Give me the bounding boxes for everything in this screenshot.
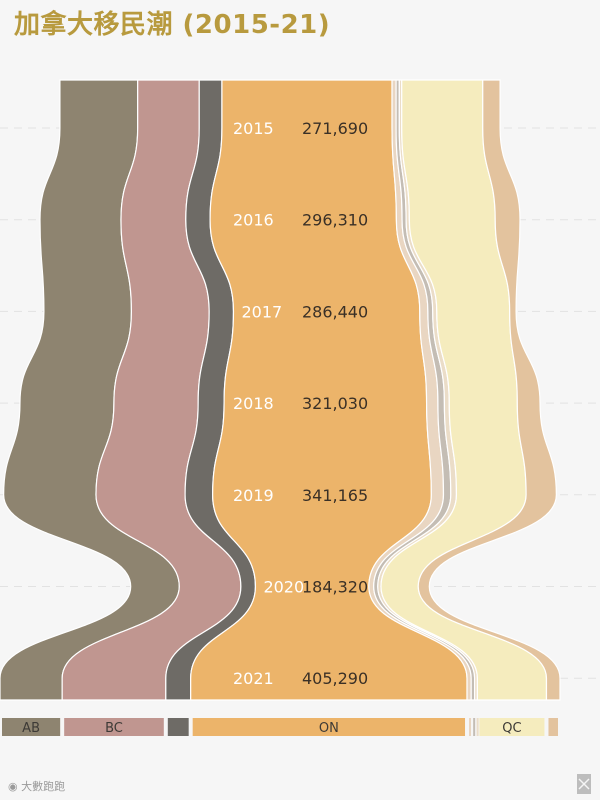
total-label: 286,440 bbox=[302, 302, 368, 321]
brand-logo: ◉ 大數跑跑 bbox=[8, 778, 65, 794]
year-label: 2015 bbox=[233, 119, 274, 138]
chart-title: 加拿大移民潮 (2015-21) bbox=[14, 10, 331, 40]
legend-swatch-series-4[interactable] bbox=[469, 718, 472, 736]
legend: AB BC ON QC bbox=[2, 718, 558, 736]
legend-swatch-series-5[interactable] bbox=[473, 718, 476, 736]
legend-swatch-series-2[interactable] bbox=[167, 718, 189, 736]
year-label: 2016 bbox=[233, 211, 274, 230]
legend-swatch-series-6[interactable] bbox=[476, 718, 479, 736]
total-label: 271,690 bbox=[302, 119, 368, 138]
year-label: 2021 bbox=[233, 669, 274, 688]
total-label: 405,290 bbox=[302, 669, 368, 688]
total-label: 296,310 bbox=[302, 211, 368, 230]
stream-bands bbox=[0, 79, 561, 701]
stream-chart: 2015 271,690 2016 296,310 2017 286,440 2018 321… bbox=[0, 79, 600, 736]
legend-swatch-qc[interactable] bbox=[479, 718, 545, 736]
brand-name: 大數跑跑 bbox=[21, 780, 66, 793]
logo-icon: ◉ bbox=[8, 780, 22, 793]
total-label: 184,320 bbox=[302, 578, 368, 597]
total-label: 321,030 bbox=[302, 394, 368, 413]
year-label: 2020 bbox=[263, 578, 304, 597]
close-icon bbox=[578, 778, 590, 790]
stream-band-series-8[interactable] bbox=[417, 79, 561, 701]
year-labels: 2015 271,690 2016 296,310 2017 286,440 2018 321… bbox=[233, 119, 368, 688]
legend-swatch-series-8[interactable] bbox=[548, 718, 558, 736]
legend-label: BC bbox=[105, 721, 123, 736]
legend-label: ON bbox=[319, 721, 339, 736]
legend-label: QC bbox=[502, 721, 521, 736]
legend-swatch-on[interactable] bbox=[192, 718, 466, 736]
legend-label: AB bbox=[22, 721, 40, 736]
legend-swatch-bc[interactable] bbox=[64, 718, 164, 736]
total-label: 341,165 bbox=[302, 486, 368, 505]
legend-swatch-ab[interactable] bbox=[2, 718, 61, 736]
year-label: 2017 bbox=[241, 302, 282, 321]
year-label: 2018 bbox=[233, 394, 274, 413]
close-button[interactable] bbox=[577, 774, 591, 794]
year-label: 2019 bbox=[233, 486, 274, 505]
